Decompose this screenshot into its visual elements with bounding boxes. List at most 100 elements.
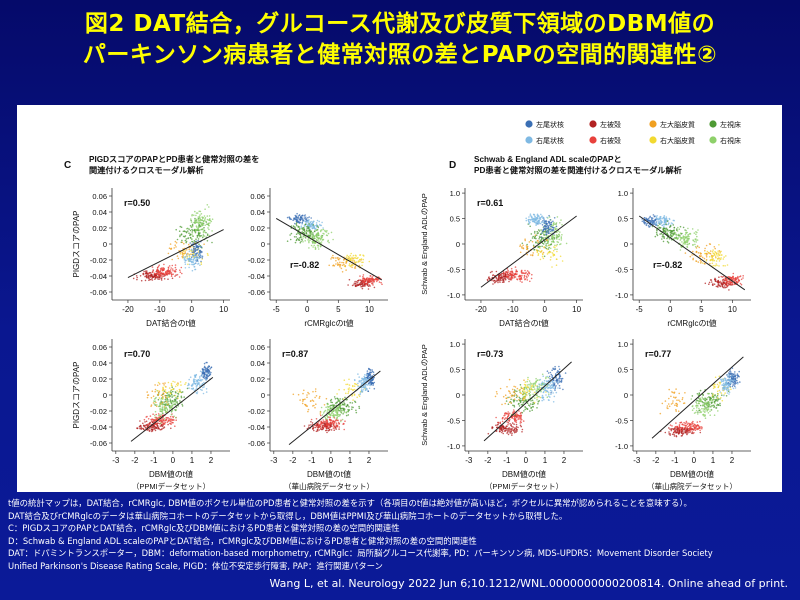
- data-point: [146, 277, 148, 279]
- data-point: [333, 414, 335, 417]
- data-point: [737, 279, 740, 282]
- y-tick-label: -0.04: [248, 272, 265, 281]
- data-point: [348, 387, 351, 389]
- data-point: [557, 235, 559, 238]
- data-point: [298, 229, 300, 231]
- data-point: [151, 273, 153, 276]
- data-point: [195, 387, 198, 389]
- data-point: [320, 241, 323, 243]
- data-point: [183, 242, 185, 245]
- y-tick-label: -1.0: [447, 442, 460, 451]
- group-title: 関連付けるクロスモーダル解析: [89, 165, 204, 175]
- y-tick-label: -0.06: [90, 439, 107, 448]
- data-point: [352, 257, 355, 260]
- data-point: [181, 241, 184, 244]
- data-point: [661, 234, 664, 236]
- data-point: [740, 278, 743, 281]
- data-point: [514, 392, 516, 395]
- data-point: [520, 278, 523, 280]
- y-tick-label: -0.06: [90, 288, 107, 297]
- data-point: [663, 227, 666, 230]
- data-point: [170, 401, 172, 403]
- data-point: [168, 272, 171, 274]
- data-point: [341, 418, 344, 421]
- data-point: [543, 241, 546, 243]
- data-point: [189, 237, 192, 239]
- data-point: [710, 281, 713, 283]
- data-point: [306, 394, 308, 396]
- data-point: [142, 273, 144, 275]
- data-point: [154, 418, 156, 421]
- data-point: [343, 388, 346, 391]
- data-point: [191, 231, 193, 233]
- data-point: [324, 425, 326, 427]
- data-point: [682, 226, 685, 229]
- data-point: [330, 231, 333, 234]
- data-point: [703, 262, 706, 265]
- data-point: [556, 248, 558, 251]
- data-point: [692, 258, 694, 261]
- data-point: [556, 258, 558, 260]
- data-point: [512, 426, 514, 428]
- data-point: [714, 265, 717, 267]
- data-point: [541, 394, 544, 397]
- data-point: [725, 284, 728, 287]
- data-point: [515, 423, 518, 426]
- data-point: [348, 378, 350, 381]
- data-point: [358, 405, 360, 408]
- scatter-plot-D1: -20 -10 0 101.00.50-0.5-1.0r=0.61DAT結合のt値Sc…: [420, 188, 583, 328]
- y-tick-label: 1.0: [618, 189, 628, 198]
- data-point: [200, 260, 202, 263]
- data-point: [315, 403, 317, 406]
- data-point: [505, 400, 508, 402]
- data-point: [154, 417, 157, 419]
- data-point: [142, 428, 145, 430]
- data-point: [195, 240, 197, 243]
- data-point: [349, 265, 352, 268]
- data-point: [327, 403, 329, 405]
- data-point: [170, 275, 173, 277]
- x-tick-label: -2: [131, 456, 139, 465]
- data-point: [358, 407, 361, 410]
- data-point: [721, 285, 723, 288]
- data-point: [165, 401, 168, 403]
- data-point: [208, 224, 210, 227]
- data-point: [515, 421, 518, 424]
- data-point: [330, 414, 332, 417]
- data-point: [314, 224, 316, 227]
- data-point: [200, 255, 203, 257]
- data-point: [556, 216, 559, 218]
- data-point: [297, 221, 300, 224]
- data-point: [159, 425, 162, 427]
- data-point: [361, 287, 364, 290]
- data-point: [715, 263, 717, 265]
- data-point: [519, 417, 521, 419]
- data-point: [170, 272, 173, 274]
- data-point: [319, 424, 322, 426]
- data-point: [198, 245, 201, 247]
- data-point: [306, 396, 308, 399]
- data-point: [362, 258, 365, 261]
- data-point: [491, 270, 493, 273]
- data-point: [148, 272, 150, 275]
- data-point: [523, 277, 526, 279]
- data-point: [536, 251, 539, 254]
- data-point: [551, 383, 553, 386]
- data-point: [709, 243, 712, 245]
- data-point: [171, 388, 174, 391]
- data-point: [198, 231, 201, 234]
- data-point: [508, 390, 510, 392]
- data-point: [198, 256, 200, 259]
- data-point: [162, 393, 165, 395]
- data-point: [545, 233, 547, 236]
- data-point: [203, 235, 206, 237]
- data-point: [205, 376, 208, 378]
- x-axis-label: DAT結合のt値: [146, 318, 196, 328]
- data-point: [190, 219, 192, 222]
- data-point: [670, 429, 673, 432]
- data-point: [321, 229, 323, 231]
- data-point: [170, 247, 173, 250]
- data-point: [167, 396, 170, 399]
- data-point: [175, 274, 177, 276]
- data-point: [714, 247, 716, 250]
